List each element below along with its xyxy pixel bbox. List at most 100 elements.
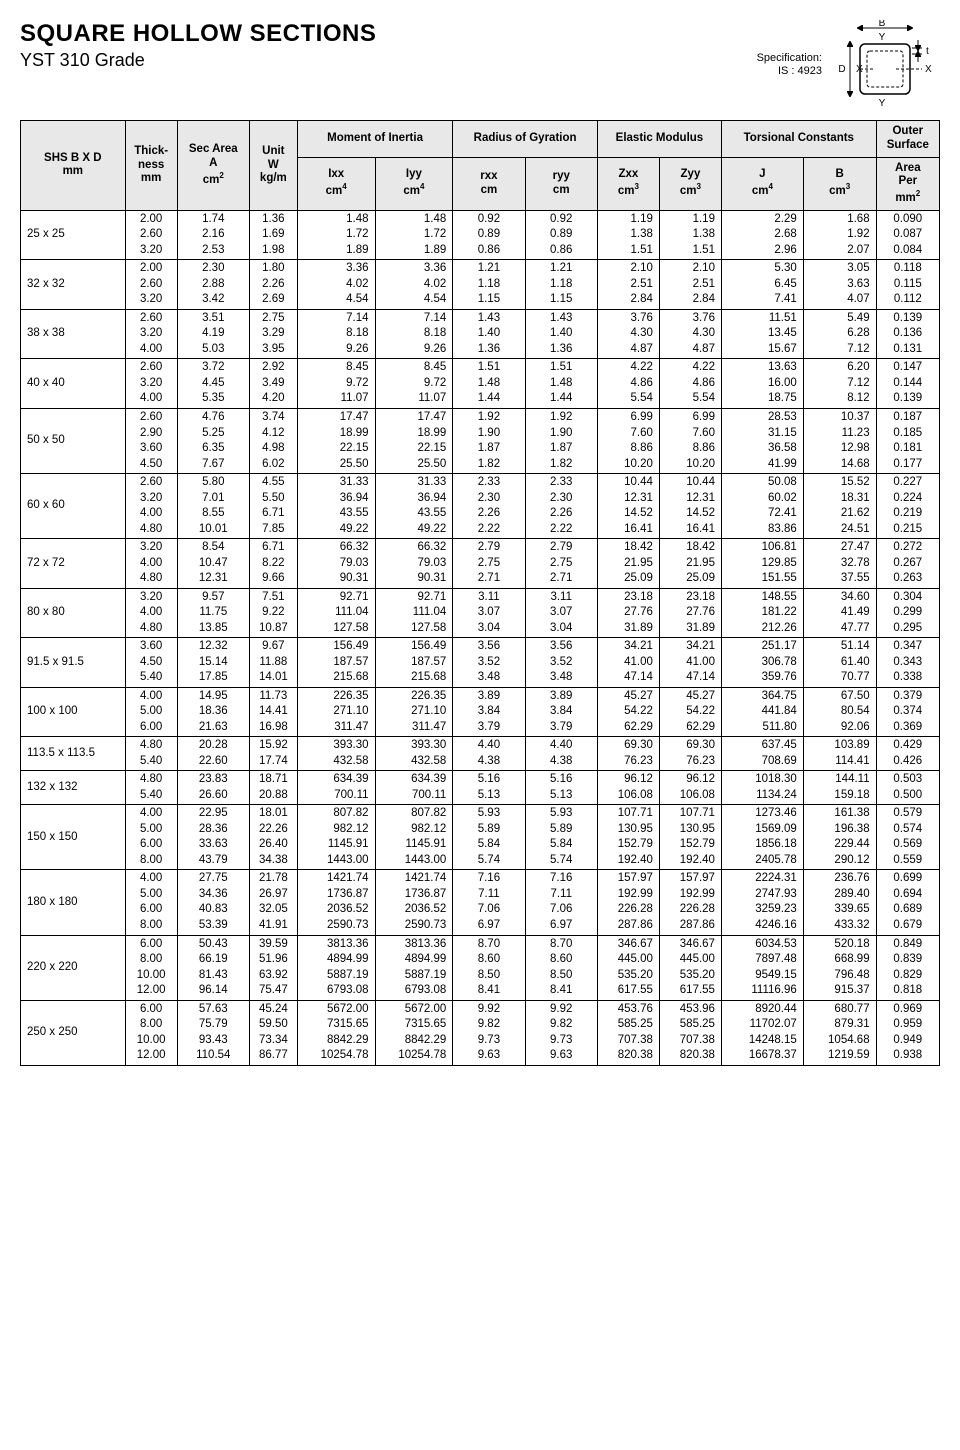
data-cell: 1.431.401.36 [525, 309, 597, 359]
data-cell: 1.921.901.871.82 [453, 409, 525, 474]
data-cell: 157.97192.99226.28287.86 [597, 870, 659, 935]
table-row: 250 x 2506.008.0010.0012.0057.6375.7993.… [21, 1000, 940, 1065]
table-row: 25 x 252.002.603.201.742.162.531.361.691… [21, 210, 940, 260]
data-cell: 3.893.843.79 [525, 687, 597, 737]
table-row: 50 x 502.602.903.604.504.765.256.357.673… [21, 409, 940, 474]
data-cell: 1421.741736.872036.522590.73 [297, 870, 375, 935]
data-cell: 0.5030.500 [876, 771, 939, 805]
data-cell: 57.6375.7993.43110.54 [177, 1000, 249, 1065]
table-row: 80 x 803.204.004.809.5711.7513.857.519.2… [21, 588, 940, 638]
data-cell: 66.3279.0390.31 [297, 539, 375, 589]
data-cell: 453.96585.25707.38820.38 [659, 1000, 721, 1065]
data-cell: 17.4718.9922.1525.50 [375, 409, 453, 474]
data-cell: 3.744.124.986.02 [249, 409, 297, 474]
data-cell: 8.708.608.508.41 [525, 935, 597, 1000]
data-cell: 0.1870.1850.1810.177 [876, 409, 939, 474]
data-cell: 393.30432.58 [297, 737, 375, 771]
data-cell: 680.77879.311054.681219.59 [803, 1000, 876, 1065]
data-cell: 4.805.40 [125, 771, 177, 805]
col-b: Bcm3 [803, 157, 876, 210]
data-cell: 0.3040.2990.295 [876, 588, 939, 638]
size-cell: 32 x 32 [21, 260, 126, 310]
data-cell: 27.4732.7837.55 [803, 539, 876, 589]
data-cell: 10.3711.2312.9814.68 [803, 409, 876, 474]
data-cell: 4.404.38 [525, 737, 597, 771]
data-cell: 7.167.117.066.97 [525, 870, 597, 935]
data-cell: 12.3215.1417.85 [177, 638, 249, 688]
data-cell: 4.224.865.54 [659, 359, 721, 409]
data-cell: 23.1827.7631.89 [597, 588, 659, 638]
h-thick: Thick-nessmm [134, 145, 168, 185]
table-row: 100 x 1004.005.006.0014.9518.3621.6311.7… [21, 687, 940, 737]
data-cell: 346.67445.00535.20617.55 [659, 935, 721, 1000]
data-cell: 3.604.505.40 [125, 638, 177, 688]
data-cell: 157.97192.99226.28287.86 [659, 870, 721, 935]
data-cell: 0.920.890.86 [525, 210, 597, 260]
col-rxx: rxxcm [453, 157, 525, 210]
spec-text: Specification: IS : 4923 [757, 52, 822, 78]
data-cell: 5.165.13 [453, 771, 525, 805]
data-cell: 107.71130.95152.79192.40 [597, 805, 659, 870]
data-cell: 5.807.018.5510.01 [177, 474, 249, 539]
data-cell: 144.11159.18 [803, 771, 876, 805]
page-title: SQUARE HOLLOW SECTIONS [20, 20, 376, 48]
data-cell: 3.113.073.04 [525, 588, 597, 638]
data-cell: 236.76289.40339.65433.32 [803, 870, 876, 935]
col-surface-area: AreaPermm2 [876, 157, 939, 210]
spec-label: Specification: [757, 52, 822, 64]
data-cell: 2.792.752.71 [525, 539, 597, 589]
data-cell: 2.332.302.262.22 [525, 474, 597, 539]
data-cell: 5.496.287.12 [803, 309, 876, 359]
data-cell: 18.0122.2626.4034.38 [249, 805, 297, 870]
data-cell: 3.893.843.79 [453, 687, 525, 737]
data-cell: 27.7534.3640.8353.39 [177, 870, 249, 935]
data-cell: 156.49187.57215.68 [375, 638, 453, 688]
data-cell: 2.753.293.95 [249, 309, 297, 359]
table-body: 25 x 252.002.603.201.742.162.531.361.691… [21, 210, 940, 1065]
data-cell: 1.511.481.44 [525, 359, 597, 409]
data-cell: 3.764.304.87 [597, 309, 659, 359]
data-cell: 45.2754.2262.29 [597, 687, 659, 737]
data-cell: 50.0860.0272.4183.86 [721, 474, 803, 539]
data-cell: 807.82982.121145.911443.00 [297, 805, 375, 870]
data-cell: 634.39700.11 [297, 771, 375, 805]
h-shs: SHS B X Dmm [44, 152, 102, 178]
data-cell: 161.38196.38229.44290.12 [803, 805, 876, 870]
page-subtitle: YST 310 Grade [20, 50, 376, 71]
h-unitw: UnitWkg/m [260, 145, 287, 185]
size-cell: 250 x 250 [21, 1000, 126, 1065]
table-row: 220 x 2206.008.0010.0012.0050.4366.1981.… [21, 935, 940, 1000]
data-cell: 6.997.608.8610.20 [597, 409, 659, 474]
data-cell: 11.7314.4116.98 [249, 687, 297, 737]
data-cell: 2.332.302.262.22 [453, 474, 525, 539]
data-cell: 2.923.494.20 [249, 359, 297, 409]
data-cell: 1.191.381.51 [659, 210, 721, 260]
data-cell: 0.1470.1440.139 [876, 359, 939, 409]
data-cell: 14.9518.3621.63 [177, 687, 249, 737]
data-cell: 346.67445.00535.20617.55 [597, 935, 659, 1000]
data-cell: 5672.007315.658842.2910254.78 [297, 1000, 375, 1065]
data-cell: 5.306.457.41 [721, 260, 803, 310]
data-cell: 2.792.752.71 [453, 539, 525, 589]
data-cell: 7.167.117.066.97 [453, 870, 525, 935]
data-cell: 2.603.204.00 [125, 359, 177, 409]
data-cell: 2.603.204.00 [125, 309, 177, 359]
data-cell: 3.364.024.54 [297, 260, 375, 310]
svg-text:Y: Y [879, 98, 886, 109]
data-cell: 69.3076.23 [659, 737, 721, 771]
data-cell: 6.207.128.12 [803, 359, 876, 409]
data-cell: 4.005.006.008.00 [125, 805, 177, 870]
data-cell: 6.718.229.66 [249, 539, 297, 589]
data-cell: 6.008.0010.0012.00 [125, 1000, 177, 1065]
col-zxx: Zxxcm3 [597, 157, 659, 210]
data-cell: 9.6711.8814.01 [249, 638, 297, 688]
data-cell: 0.9690.9590.9490.938 [876, 1000, 939, 1065]
data-cell: 1.511.481.44 [453, 359, 525, 409]
data-cell: 96.12106.08 [597, 771, 659, 805]
data-cell: 3.204.004.80 [125, 539, 177, 589]
data-cell: 0.0900.0870.084 [876, 210, 939, 260]
h-area: Sec AreaAcm2 [189, 143, 238, 185]
data-cell: 2.603.204.004.80 [125, 474, 177, 539]
data-cell: 3813.364894.995887.196793.08 [375, 935, 453, 1000]
data-cell: 3.764.304.87 [659, 309, 721, 359]
